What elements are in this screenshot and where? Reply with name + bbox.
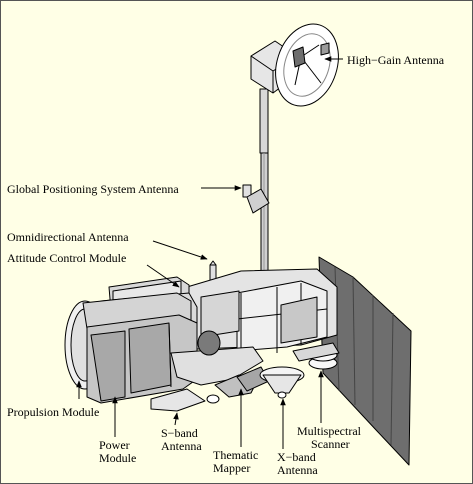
label-power-line1: Power	[99, 438, 130, 452]
label-power-line2: Module	[99, 451, 137, 465]
leader-attitude	[146, 264, 180, 288]
label-attitude-control: Attitude Control Module	[7, 251, 127, 265]
label-x-band-line2: Antenna	[277, 463, 318, 477]
label-thematic-mapper: Thematic Mapper	[213, 449, 258, 475]
label-power-module: Power Module	[99, 439, 136, 465]
label-multispectral-line2: Scanner	[311, 437, 350, 451]
label-gps-antenna: Global Positioning System Antenna	[7, 182, 179, 196]
leader-lines	[76, 56, 343, 449]
instrument-section	[150, 330, 340, 412]
label-thematic-line2: Mapper	[213, 461, 251, 475]
label-omni-antenna: Omnidirectional Antenna	[7, 230, 129, 244]
omni-antenna-stub	[209, 260, 217, 288]
high-gain-antenna	[250, 23, 339, 107]
label-s-band-line2: Antenna	[161, 439, 202, 453]
gps-antenna	[242, 184, 270, 214]
label-x-band-line1: X−band	[277, 450, 316, 464]
label-s-band-antenna: S−band Antenna	[161, 427, 202, 453]
label-high-gain-antenna: High−Gain Antenna	[347, 53, 445, 67]
label-x-band-antenna: X−band Antenna	[277, 451, 318, 477]
label-propulsion-module: Propulsion Module	[7, 405, 100, 419]
leader-s-band	[173, 412, 179, 426]
leader-omni	[152, 240, 208, 260]
label-multispectral-line1: Multispectral	[297, 424, 361, 438]
label-s-band-line1: S−band	[161, 426, 198, 440]
power-module	[86, 314, 198, 404]
label-multispectral-scanner: Multispectral Scanner	[297, 425, 361, 451]
label-thematic-line1: Thematic	[213, 448, 259, 462]
